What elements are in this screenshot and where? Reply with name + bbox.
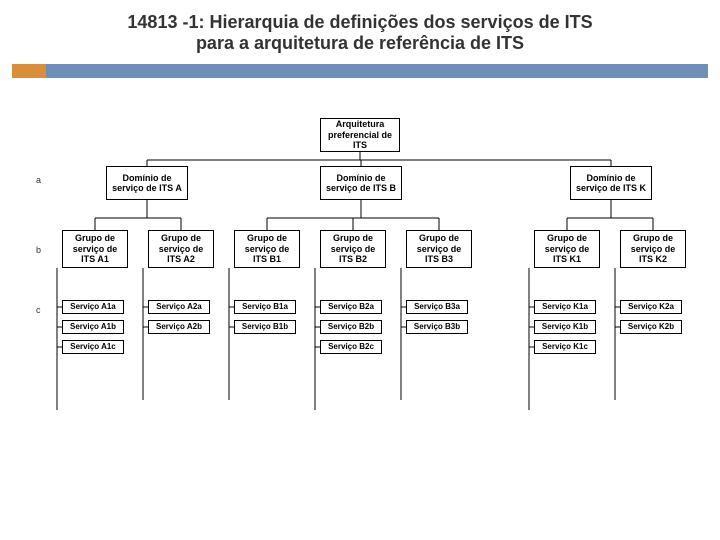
service-node-14: Serviço K1c bbox=[534, 340, 596, 354]
service-node-9: Serviço B2c bbox=[320, 340, 382, 354]
group-node-0: Grupo de serviço de ITS A1 bbox=[62, 230, 128, 268]
group-node-4: Grupo de serviço de ITS B3 bbox=[406, 230, 472, 268]
group-node-2: Grupo de serviço de ITS B1 bbox=[234, 230, 300, 268]
service-node-6: Serviço B1b bbox=[234, 320, 296, 334]
service-node-12: Serviço K1a bbox=[534, 300, 596, 314]
title-line1: 14813 -1: Hierarquia de definições dos s… bbox=[127, 12, 592, 32]
accent-bar bbox=[12, 64, 708, 78]
service-node-3: Serviço A2a bbox=[148, 300, 210, 314]
service-node-10: Serviço B3a bbox=[406, 300, 468, 314]
row-label-a: a bbox=[36, 175, 41, 185]
row-label-c: c bbox=[36, 305, 41, 315]
accent-orange bbox=[12, 64, 46, 78]
service-node-7: Serviço B2a bbox=[320, 300, 382, 314]
service-node-1: Serviço A1b bbox=[62, 320, 124, 334]
service-node-4: Serviço A2b bbox=[148, 320, 210, 334]
title-line2: para a arquitetura de referência de ITS bbox=[196, 33, 524, 53]
row-label-b: b bbox=[36, 245, 41, 255]
slide-title: 14813 -1: Hierarquia de definições dos s… bbox=[0, 0, 720, 58]
accent-blue bbox=[46, 64, 708, 78]
domain-node-2: Domínio de serviço de ITS K bbox=[570, 166, 652, 200]
service-node-2: Serviço A1c bbox=[62, 340, 124, 354]
service-node-5: Serviço B1a bbox=[234, 300, 296, 314]
domain-node-1: Domínio de serviço de ITS B bbox=[320, 166, 402, 200]
service-node-13: Serviço K1b bbox=[534, 320, 596, 334]
service-node-16: Serviço K2b bbox=[620, 320, 682, 334]
group-node-1: Grupo de serviço de ITS A2 bbox=[148, 230, 214, 268]
service-node-15: Serviço K2a bbox=[620, 300, 682, 314]
group-node-5: Grupo de serviço de ITS K1 bbox=[534, 230, 600, 268]
hierarchy-diagram: a b c Arquitetura preferencial de ITS Dom… bbox=[0, 110, 720, 530]
service-node-0: Serviço A1a bbox=[62, 300, 124, 314]
domain-node-0: Domínio de serviço de ITS A bbox=[106, 166, 188, 200]
group-node-6: Grupo de serviço de ITS K2 bbox=[620, 230, 686, 268]
root-node: Arquitetura preferencial de ITS bbox=[320, 118, 400, 152]
service-node-8: Serviço B2b bbox=[320, 320, 382, 334]
service-node-11: Serviço B3b bbox=[406, 320, 468, 334]
group-node-3: Grupo de serviço de ITS B2 bbox=[320, 230, 386, 268]
